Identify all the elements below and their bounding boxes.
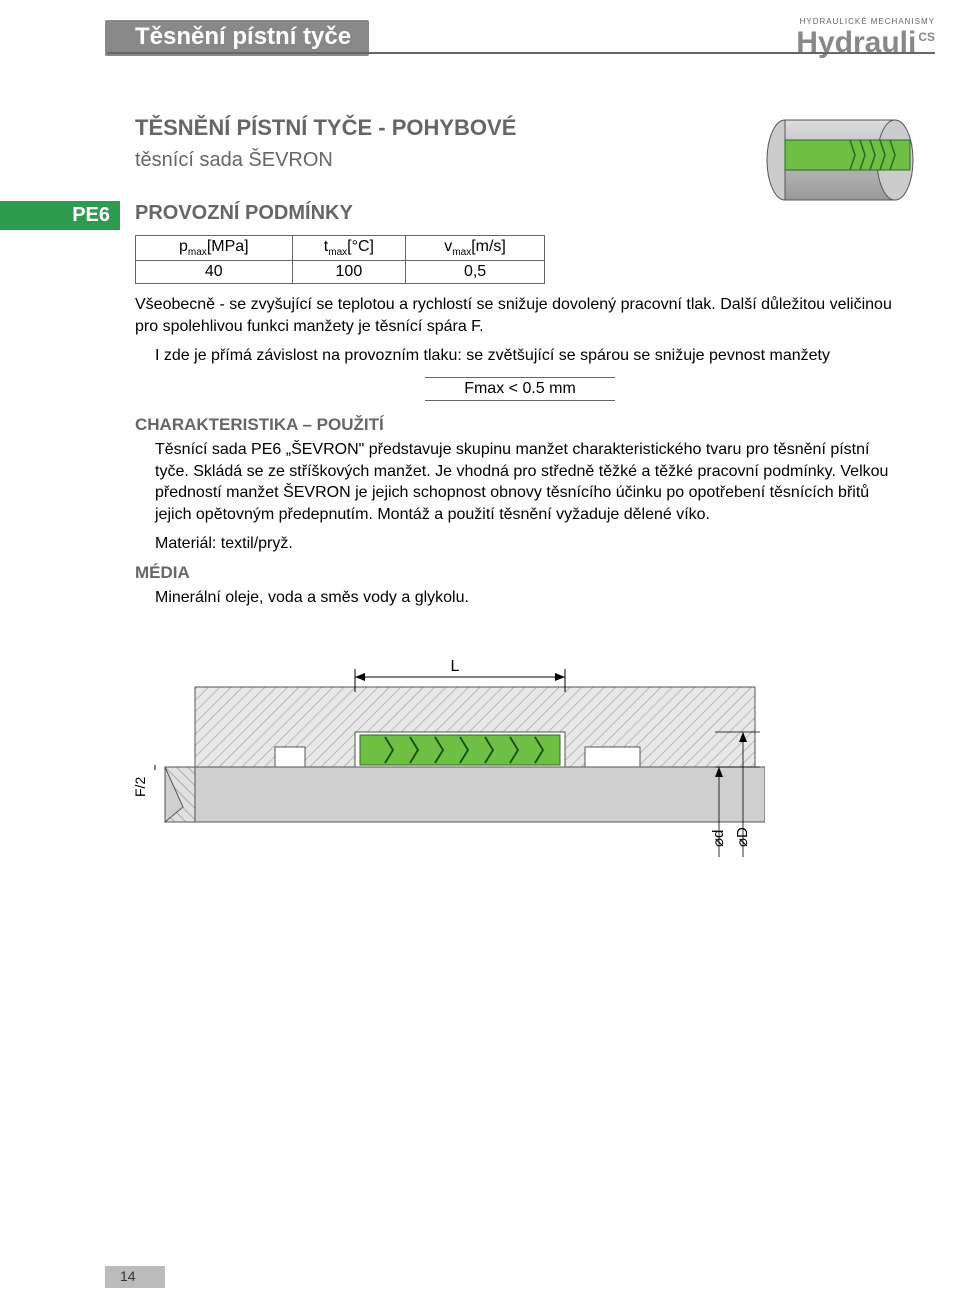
label-D: ⌀D <box>734 827 751 847</box>
material-line: Materiál: textil/pryž. <box>155 535 905 553</box>
cond-header-t: tmax[°C] <box>292 236 406 261</box>
cond-header-v: vmax[m/s] <box>406 236 545 261</box>
label-F2: F/2 <box>135 776 148 796</box>
brand-supertitle: HYDRAULICKÉ MECHANISMY <box>796 18 935 26</box>
heading-conditions: PROVOZNÍ PODMÍNKY <box>135 202 905 225</box>
paragraph-characteristics: Těsnící sada PE6 „ŠEVRON" představuje sk… <box>155 439 905 525</box>
header-left: Těsnění pístní tyče <box>105 20 369 56</box>
label-d: ⌀d <box>710 830 727 847</box>
brand-cs: CS <box>918 30 935 44</box>
cond-val-t: 100 <box>292 261 406 284</box>
technical-diagram: L F/2 ⌀d ⌀D <box>135 647 765 877</box>
brand-main-text: Hydrauli <box>796 26 916 59</box>
page-number: 14 <box>120 1268 136 1284</box>
badge-pe6: PE6 <box>0 201 120 230</box>
label-L: L <box>451 658 460 675</box>
fmax-callout: Fmax < 0.5 mm <box>425 377 615 401</box>
header-rule <box>108 52 935 54</box>
page-title-tab: Těsnění pístní tyče <box>105 20 369 56</box>
cond-val-p: 40 <box>136 261 293 284</box>
cond-header-p: pmax[MPa] <box>136 236 293 261</box>
paragraph-conditions: Všeobecně - se zvyšující se teplotou a r… <box>135 294 905 337</box>
paragraph-media: Minerální oleje, voda a směs vody a glyk… <box>155 587 905 609</box>
seal-illustration <box>755 115 925 205</box>
heading-media: MÉDIA <box>135 563 905 583</box>
content-area: TĚSNĚNÍ PÍSTNÍ TYČE - POHYBOVÉ těsnící s… <box>135 115 905 882</box>
table-row: pmax[MPa] tmax[°C] vmax[m/s] <box>136 236 545 261</box>
paragraph-dependency: I zde je přímá závislost na provozním tl… <box>155 345 905 367</box>
cond-val-v: 0,5 <box>406 261 545 284</box>
table-row: 40 100 0,5 <box>136 261 545 284</box>
conditions-table: pmax[MPa] tmax[°C] vmax[m/s] 40 100 0,5 <box>135 235 545 284</box>
heading-characteristics: CHARAKTERISTIKA – POUŽITÍ <box>135 415 905 435</box>
